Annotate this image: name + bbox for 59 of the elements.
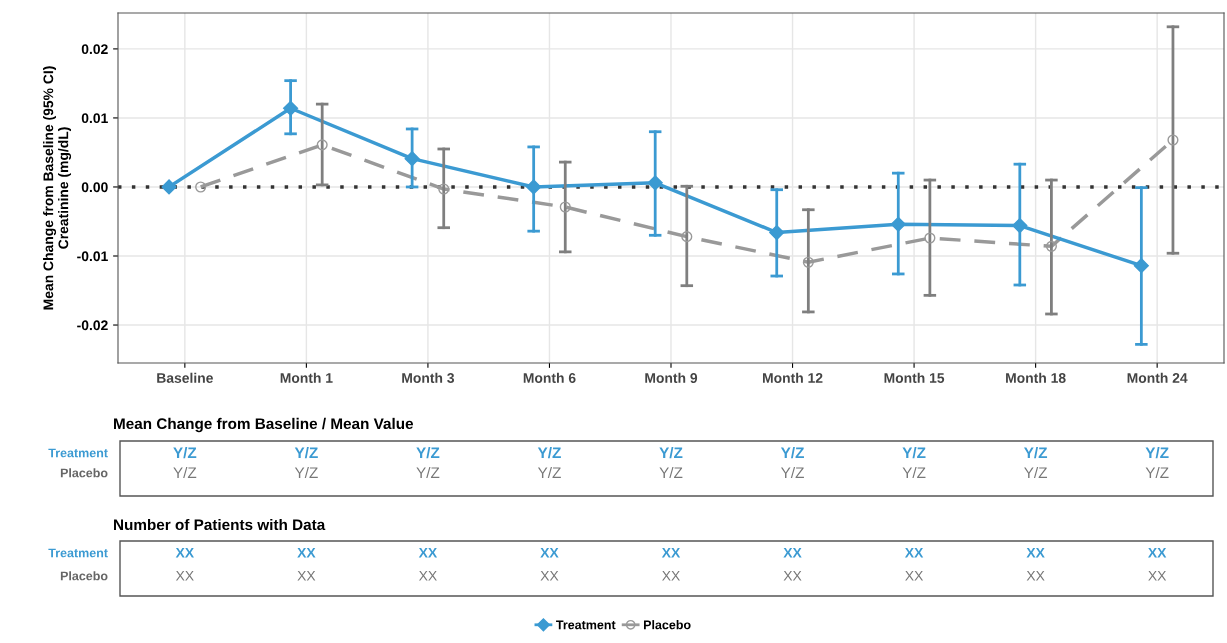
x-tick-label: Month 15 bbox=[884, 372, 945, 383]
text: XX bbox=[1026, 548, 1045, 558]
text: XX bbox=[783, 571, 802, 581]
x-tick-label: Month 24 bbox=[1127, 372, 1188, 383]
text: Placebo bbox=[60, 468, 108, 478]
text: Y/Z bbox=[780, 466, 804, 479]
text: Treatment bbox=[48, 448, 108, 458]
text: Y/Z bbox=[537, 446, 561, 459]
text: XX bbox=[540, 571, 559, 581]
text: XX bbox=[1148, 571, 1167, 581]
text: XX bbox=[418, 548, 438, 558]
text: Y/Z bbox=[902, 446, 926, 459]
text: Y/Z bbox=[1145, 466, 1169, 479]
x-tick-label: Month 1 bbox=[280, 372, 333, 383]
x-tick-label: Month 9 bbox=[645, 372, 698, 383]
x-tick-label: Month 12 bbox=[762, 372, 823, 383]
text: Y/Z bbox=[659, 446, 683, 459]
y-tick-label: 0.00 bbox=[81, 182, 108, 193]
text: XX bbox=[540, 548, 559, 558]
y-axis-title: Mean Change from Baseline (95% CI) Creatinine (mg/dL) bbox=[43, 66, 72, 310]
y-tick-label: -0.02 bbox=[77, 320, 108, 331]
x-tick-label: Month 18 bbox=[1006, 372, 1066, 383]
text: XX bbox=[297, 548, 316, 558]
text: XX bbox=[1148, 548, 1167, 558]
text: XX bbox=[175, 571, 194, 581]
text: Placebo bbox=[60, 571, 108, 581]
x-tick-label: Month 6 bbox=[523, 372, 576, 383]
text: XX bbox=[1026, 571, 1045, 581]
text: Y/Z bbox=[294, 466, 318, 479]
text: XX bbox=[661, 548, 681, 558]
x-tick-label: Month 3 bbox=[402, 372, 455, 383]
x-tick-label: Baseline bbox=[157, 372, 213, 383]
text: Y/Z bbox=[294, 446, 318, 459]
text: XX bbox=[905, 571, 924, 581]
legend-label: Placebo bbox=[643, 620, 691, 630]
text: XX bbox=[783, 548, 802, 558]
text: Y/Z bbox=[416, 466, 440, 479]
text: Y/Z bbox=[173, 466, 197, 479]
text: Y/Z bbox=[659, 466, 683, 479]
text: Y/Z bbox=[902, 466, 926, 479]
text: Treatment bbox=[48, 548, 108, 558]
text: Y/Z bbox=[173, 446, 197, 459]
y-tick-label: 0.01 bbox=[81, 113, 108, 124]
text: Y/Z bbox=[780, 446, 804, 459]
text: Y/Z bbox=[1145, 446, 1169, 459]
text: Number of Patients with Data bbox=[114, 518, 326, 531]
text: Y/Z bbox=[1024, 466, 1048, 479]
text: XX bbox=[175, 548, 194, 558]
text: XX bbox=[418, 571, 437, 581]
text: Y/Z bbox=[1023, 446, 1048, 459]
y-tick-label: -0.01 bbox=[77, 251, 108, 262]
text: Mean Change from Baseline / Mean Value bbox=[114, 417, 414, 433]
y-tick-label: 0.02 bbox=[81, 44, 108, 55]
text: Y/Z bbox=[537, 466, 561, 479]
text: XX bbox=[297, 571, 316, 581]
text: XX bbox=[662, 571, 680, 581]
text: XX bbox=[904, 548, 924, 558]
legend-label: Treatment bbox=[556, 620, 616, 630]
text: Y/Z bbox=[416, 446, 440, 459]
